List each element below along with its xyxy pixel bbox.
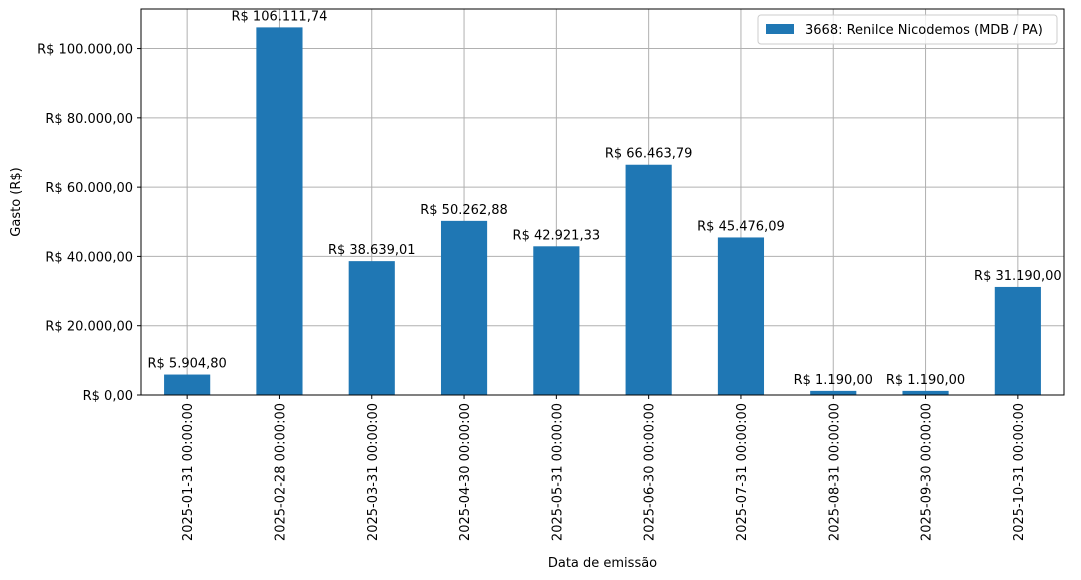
x-axis-title: Data de emissão (548, 556, 657, 571)
x-tick-label: 2025-08-31 00:00:00 (827, 403, 842, 541)
legend: 3668: Renilce Nicodemos (MDB / PA) (757, 14, 1058, 45)
bar (348, 261, 395, 395)
bar (625, 164, 672, 395)
legend-label: 3668: Renilce Nicodemos (MDB / PA) (805, 23, 1043, 38)
bar (902, 390, 949, 395)
x-axis: 2025-01-31 00:00:00 2025-02-28 00:00:00 20… (181, 395, 1027, 541)
y-axis-title: Gasto (R$) (9, 167, 24, 236)
x-tick-label: 2025-03-31 00:00:00 (366, 403, 381, 541)
bars (164, 27, 1041, 395)
bar-value-label: R$ 1.190,00 (886, 373, 965, 388)
x-tick-label: 2025-01-31 00:00:00 (181, 403, 196, 541)
bar-value-label: R$ 5.904,80 (147, 357, 226, 372)
data-labels: R$ 5.904,80 R$ 106.111,74 R$ 38.639,01 R$ 5… (147, 9, 1061, 387)
y-tick-label: R$ 20.000,00 (45, 320, 133, 335)
bar (533, 246, 580, 395)
x-tick-label: 2025-07-31 00:00:00 (735, 403, 750, 541)
y-tick-label: R$ 100.000,00 (37, 43, 133, 58)
bar-value-label: R$ 31.190,00 (974, 269, 1062, 284)
bar-value-label: R$ 45.476,09 (697, 219, 785, 234)
x-tick-label: 2025-02-28 00:00:00 (273, 403, 288, 541)
y-tick-label: R$ 80.000,00 (45, 112, 133, 127)
y-tick-label: R$ 40.000,00 (45, 250, 133, 265)
bar-value-label: R$ 42.921,33 (513, 228, 601, 243)
y-tick-label: R$ 60.000,00 (45, 181, 133, 196)
legend-box (757, 14, 1058, 45)
bar (164, 374, 211, 395)
bar-value-label: R$ 66.463,79 (605, 147, 693, 162)
bar (440, 220, 488, 395)
legend-swatch (766, 24, 794, 34)
bar-value-label: R$ 106.111,74 (232, 9, 328, 24)
y-tick-label: R$ 0,00 (83, 389, 133, 404)
x-tick-label: 2025-04-30 00:00:00 (458, 403, 473, 541)
bar (994, 286, 1041, 395)
y-axis: R$ 0,00 R$ 20.000,00 R$ 40.000,00 R$ 60.000… (37, 43, 141, 404)
bar (256, 27, 303, 395)
x-tick-label: 2025-10-31 00:00:00 (1012, 403, 1027, 541)
x-tick-label: 2025-09-30 00:00:00 (920, 403, 935, 541)
bar (717, 237, 765, 395)
x-tick-label: 2025-06-30 00:00:00 (643, 403, 658, 541)
bar-value-label: R$ 1.190,00 (794, 373, 873, 388)
bar (810, 390, 857, 395)
bar-value-label: R$ 38.639,01 (328, 243, 416, 258)
x-tick-label: 2025-05-31 00:00:00 (550, 403, 565, 541)
plot-frame (140, 8, 1065, 396)
bar-value-label: R$ 50.262,88 (420, 203, 508, 218)
